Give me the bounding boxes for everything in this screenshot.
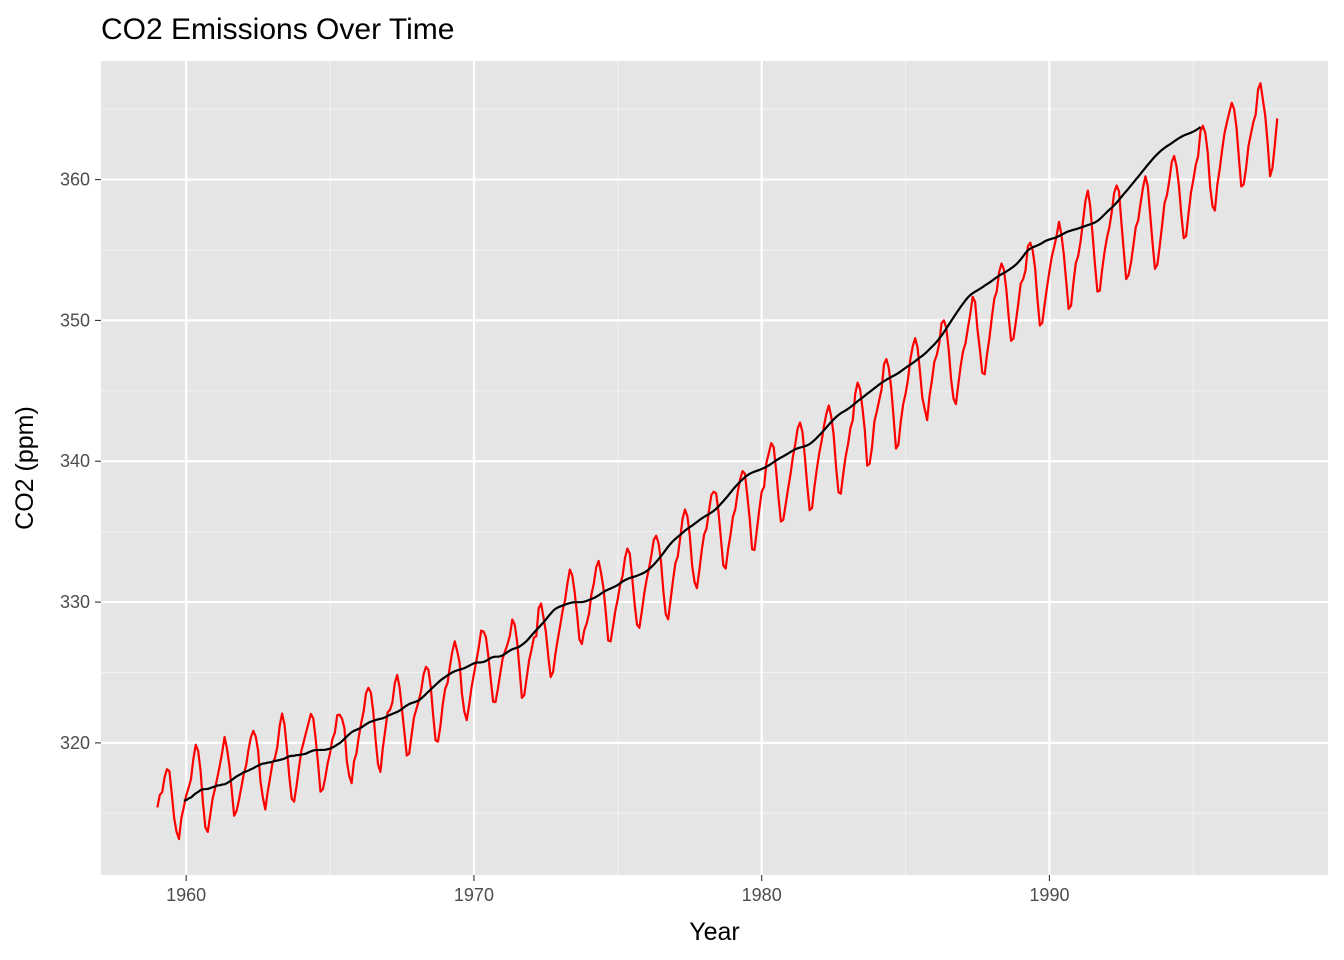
x-tick-label: 1960 xyxy=(166,885,206,905)
co2-monthly-line xyxy=(156,82,1279,841)
co2-trend-line xyxy=(183,126,1202,802)
x-axis: 1960 1970 1980 1990 xyxy=(166,875,1069,905)
y-tick-label: 330 xyxy=(60,592,90,612)
chart-title: CO2 Emissions Over Time xyxy=(101,13,454,46)
x-axis-title: Year xyxy=(689,918,740,946)
y-tick-label: 340 xyxy=(60,451,90,471)
y-tick-label: 350 xyxy=(60,310,90,330)
minor-gridlines xyxy=(101,61,1328,875)
y-axis-title: CO2 (ppm) xyxy=(11,406,39,530)
series-layer xyxy=(156,82,1279,841)
y-tick-label: 360 xyxy=(60,170,90,190)
major-gridlines xyxy=(101,61,1328,875)
x-tick-label: 1970 xyxy=(454,885,494,905)
x-tick-label: 1980 xyxy=(742,885,782,905)
plot-panel xyxy=(101,61,1328,875)
y-tick-label: 320 xyxy=(60,733,90,753)
x-tick-label: 1990 xyxy=(1029,885,1069,905)
y-axis: 320 330 340 350 360 xyxy=(60,170,101,753)
